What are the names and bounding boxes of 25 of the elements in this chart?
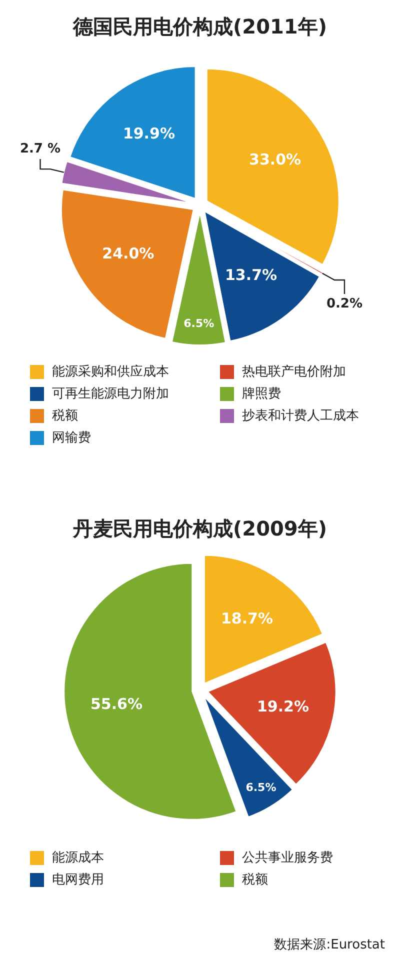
legend-label: 能源成本: [52, 850, 104, 866]
data-label: 24.0%: [102, 244, 154, 263]
data-label: 19.2%: [256, 698, 310, 716]
source-note: 数据来源:Eurostat: [274, 938, 385, 953]
data-label: 33.0%: [249, 150, 302, 169]
data-label: 55.6%: [90, 694, 143, 713]
legend-label: 税额: [52, 408, 78, 424]
legend-label: 牌照费: [242, 386, 281, 402]
data-label: 2.7 %: [20, 142, 61, 157]
legend-label: 能源采购和供应成本: [52, 364, 169, 380]
data-label: 6.5%: [184, 316, 214, 330]
chart-title: 德国民用电价构成(2011年): [72, 14, 327, 38]
data-label: 19.9%: [122, 124, 175, 142]
legend-label: 电网费用: [52, 872, 104, 888]
data-label: 0.2%: [326, 296, 363, 312]
data-label: 6.5%: [246, 781, 276, 794]
legend-label: 抄表和计费人工成本: [242, 408, 359, 424]
legend-label: 公共事业服务费: [242, 850, 333, 866]
legend-label: 可再生能源电力附加: [52, 386, 169, 402]
legend-label: 热电联产电价附加: [242, 364, 346, 380]
legend-label: 税额: [242, 872, 268, 888]
data-label: 18.7%: [220, 610, 274, 628]
data-label: 13.7%: [225, 266, 278, 284]
chart-title: 丹麦民用电价构成(2009年): [72, 516, 327, 540]
legend-label: 网输费: [52, 430, 91, 446]
